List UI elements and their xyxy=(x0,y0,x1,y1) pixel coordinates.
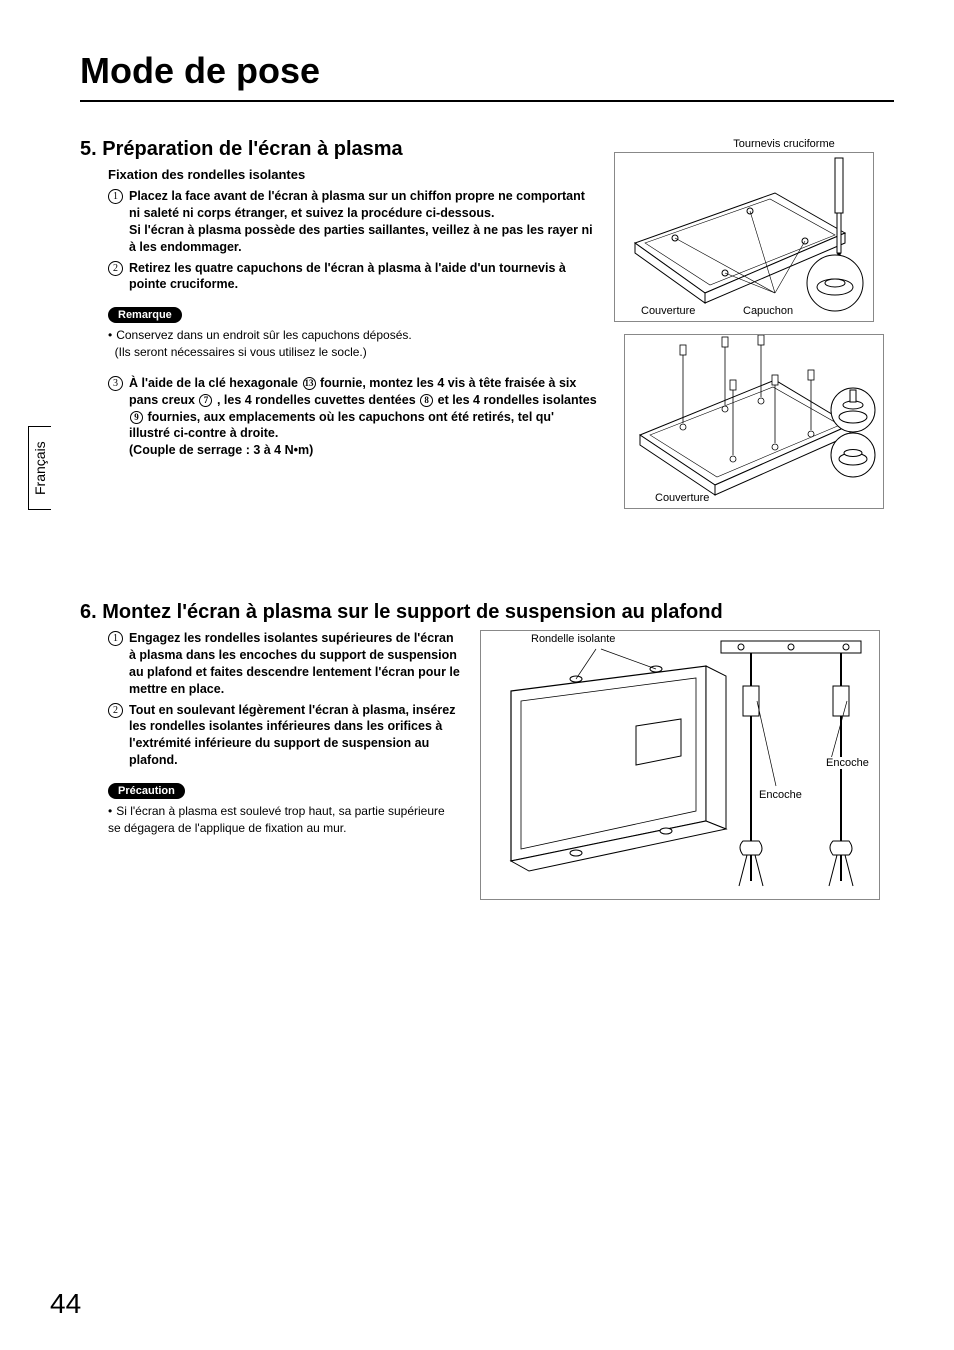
step-2-text: Retirez les quatre capuchons de l'écran … xyxy=(129,260,598,294)
fig2-label-couverture: Couverture xyxy=(655,492,709,504)
section-5-subtitle: Fixation des rondelles isolantes xyxy=(108,167,598,182)
ref-8-icon: 8 xyxy=(420,394,433,407)
remark-text: •Conservez dans un endroit sûr les capuc… xyxy=(108,327,598,361)
fig1-label-top: Tournevis cruciforme xyxy=(674,138,894,150)
section-5-title: 5. Préparation de l'écran à plasma xyxy=(80,138,598,161)
step-number-3: 3 xyxy=(108,376,123,391)
ref-13-icon: 13 xyxy=(303,377,316,390)
sec6-step-1: 1 Engagez les rondelles isolantes supéri… xyxy=(108,630,460,698)
section-6-text: 1 Engagez les rondelles isolantes supéri… xyxy=(80,630,460,912)
section-5-figures: Tournevis cruciforme xyxy=(614,138,894,521)
section-6-title: 6. Montez l'écran à plasma sur le suppor… xyxy=(80,601,894,624)
section-5-text: 5. Préparation de l'écran à plasma Fixat… xyxy=(80,138,598,521)
step-2: 2 Retirez les quatre capuchons de l'écra… xyxy=(108,260,598,294)
figure-1: Couverture Capuchon xyxy=(614,152,874,322)
section-6: 6. Montez l'écran à plasma sur le suppor… xyxy=(80,601,894,912)
fig3-label-encoche-2: Encoche xyxy=(826,757,869,769)
bullet-icon: • xyxy=(108,328,112,342)
step-3: 3 À l'aide de la clé hexagonale 13 fourn… xyxy=(108,375,598,459)
step-number-2: 2 xyxy=(108,261,123,276)
step-3-text: À l'aide de la clé hexagonale 13 fournie… xyxy=(129,375,598,459)
page-title: Mode de pose xyxy=(80,50,894,92)
figure-2: Couverture xyxy=(624,334,884,509)
fig3-label-rondelle: Rondelle isolante xyxy=(531,633,615,645)
sec6-step-number-1: 1 xyxy=(108,631,123,646)
sec6-step-number-2: 2 xyxy=(108,703,123,718)
sec6-step-2: 2 Tout en soulevant légèrement l'écran à… xyxy=(108,702,460,770)
fig1-label-couverture: Couverture xyxy=(641,305,695,317)
section-6-figure: Rondelle isolante Encoche Encoche xyxy=(480,630,894,912)
step-1-text: Placez la face avant de l'écran à plasma… xyxy=(129,188,598,256)
section-5: 5. Préparation de l'écran à plasma Fixat… xyxy=(80,138,894,521)
ref-9-icon: 9 xyxy=(130,411,143,424)
step-1: 1 Placez la face avant de l'écran à plas… xyxy=(108,188,598,256)
language-tab: Français xyxy=(28,426,51,510)
fig1-label-capuchon: Capuchon xyxy=(743,305,793,317)
remark-label: Remarque xyxy=(108,307,182,323)
ref-7-icon: 7 xyxy=(199,394,212,407)
fig3-label-encoche-1: Encoche xyxy=(759,789,802,801)
page-number: 44 xyxy=(50,1288,81,1320)
figure-3: Rondelle isolante Encoche Encoche xyxy=(480,630,880,900)
step-number-1: 1 xyxy=(108,189,123,204)
caution-label: Précaution xyxy=(108,783,185,799)
sec6-step-1-text: Engagez les rondelles isolantes supérieu… xyxy=(129,630,460,698)
caution-text: •Si l'écran à plasma est soulevé trop ha… xyxy=(108,803,460,837)
title-rule xyxy=(80,100,894,102)
bullet-icon: • xyxy=(108,804,112,818)
sec6-step-2-text: Tout en soulevant légèrement l'écran à p… xyxy=(129,702,460,770)
